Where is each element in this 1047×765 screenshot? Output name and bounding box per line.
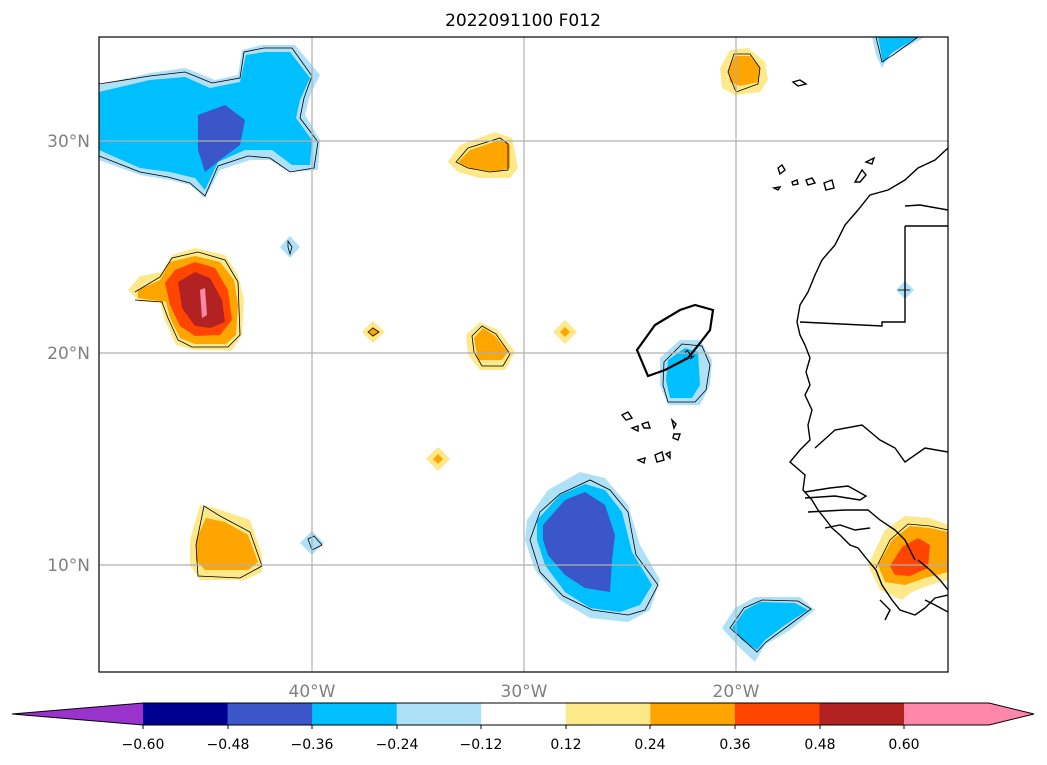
lon-label-40w: 40°W bbox=[289, 682, 336, 702]
lat-label-20n: 20°N bbox=[47, 344, 90, 364]
cb-tick-label: 0.36 bbox=[719, 737, 750, 753]
colorbar: −0.60 −0.48 −0.36 −0.24 −0.12 0.12 0.24 … bbox=[11, 702, 1035, 753]
cb-tick-label: −0.36 bbox=[291, 737, 334, 753]
map-frame bbox=[98, 36, 949, 673]
colorbar-segment bbox=[650, 703, 736, 725]
map-title: 2022091100 F012 bbox=[445, 11, 601, 31]
canary-islands bbox=[771, 156, 876, 191]
positive-anomaly-small-3 bbox=[426, 447, 450, 471]
positive-anomaly-north-center bbox=[448, 132, 518, 178]
coastline-africa bbox=[789, 147, 948, 621]
colorbar-segment bbox=[396, 703, 482, 725]
cb-tick-label: 0.60 bbox=[888, 737, 919, 753]
colorbar-segment bbox=[734, 703, 820, 725]
negative-anomaly-se bbox=[722, 597, 815, 662]
positive-anomaly-west bbox=[128, 248, 244, 350]
negative-anomaly-nw bbox=[99, 45, 320, 198]
negative-anomaly-small-1 bbox=[280, 236, 300, 258]
negative-anomaly-south bbox=[525, 472, 660, 622]
lat-label-10n: 10°N bbox=[47, 556, 90, 576]
lat-label-30n: 30°N bbox=[47, 132, 90, 152]
negative-anomaly-cape-verde bbox=[660, 340, 712, 405]
bold-contour: -1 bbox=[635, 303, 715, 378]
lon-label-30w: 30°W bbox=[501, 682, 548, 702]
colorbar-ticks bbox=[142, 725, 905, 729]
graticule bbox=[99, 37, 948, 672]
madeira bbox=[791, 79, 808, 87]
cape-verde-islands bbox=[620, 411, 681, 465]
colorbar-labels: −0.60 −0.48 −0.36 −0.24 −0.12 0.12 0.24 … bbox=[122, 737, 920, 753]
colorbar-segment bbox=[312, 703, 398, 725]
colorbar-segment bbox=[565, 703, 651, 725]
negative-anomaly-ne bbox=[872, 37, 925, 68]
positive-anomaly-small-1 bbox=[362, 321, 385, 343]
cb-tick-label: −0.24 bbox=[376, 737, 419, 753]
cb-tick-label: 0.12 bbox=[550, 737, 581, 753]
longitude-labels: 40°W 30°W 20°W bbox=[289, 682, 760, 702]
colorbar-extend-low bbox=[12, 703, 143, 725]
cb-tick-label: −0.12 bbox=[460, 737, 503, 753]
cb-tick-label: 0.24 bbox=[634, 737, 665, 753]
latitude-labels: 30°N 20°N 10°N bbox=[47, 132, 90, 576]
positive-anomaly-small-2 bbox=[553, 320, 577, 344]
colorbar-segment bbox=[227, 703, 313, 725]
colorbar-extend-high bbox=[904, 703, 1034, 725]
cb-tick-label: −0.60 bbox=[122, 737, 165, 753]
colorbar-segment bbox=[481, 703, 567, 725]
colorbar-segment bbox=[143, 703, 229, 725]
colorbar-segment bbox=[819, 703, 905, 725]
positive-anomaly-southwest bbox=[190, 505, 263, 580]
cb-tick-label: −0.48 bbox=[207, 737, 250, 753]
cb-tick-label: 0.48 bbox=[804, 737, 835, 753]
map-area: -1 bbox=[99, 37, 948, 672]
positive-anomaly-central bbox=[466, 322, 515, 370]
lon-label-20w: 20°W bbox=[713, 682, 760, 702]
